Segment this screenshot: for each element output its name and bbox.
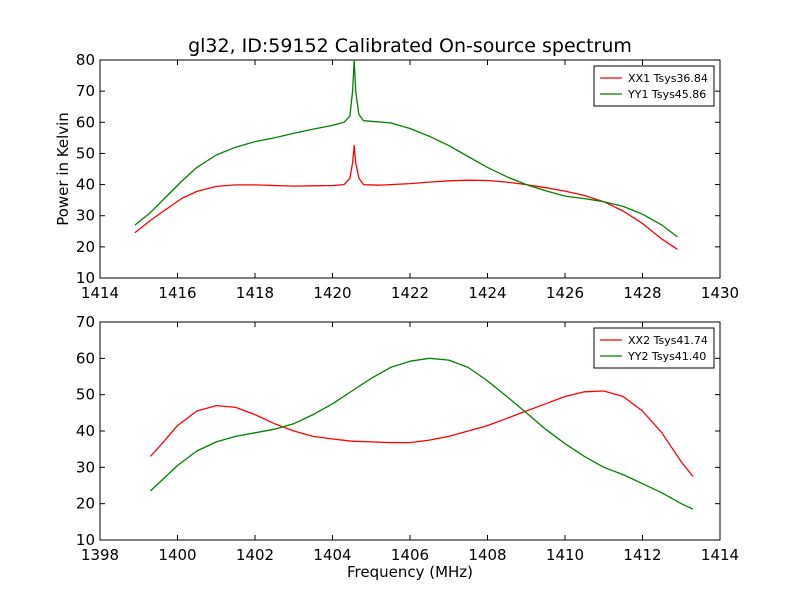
x-tick-label: 1428 xyxy=(623,284,661,302)
y-tick-label: 60 xyxy=(76,349,95,367)
legend-box xyxy=(593,65,715,107)
y-tick-label: 70 xyxy=(76,82,95,100)
y-tick-label: 40 xyxy=(76,422,95,440)
x-tick-label: 1430 xyxy=(701,284,739,302)
legend-box xyxy=(593,327,715,369)
series-line-xx2 xyxy=(149,390,694,477)
legend-label: YY2 Tsys41.40 xyxy=(627,350,706,363)
x-tick-label: 1404 xyxy=(313,546,351,564)
y-tick-label: 40 xyxy=(76,176,95,194)
x-tick-label: 1418 xyxy=(236,284,274,302)
legend-label: XX2 Tsys41.74 xyxy=(628,334,708,347)
x-tick-label: 1424 xyxy=(468,284,506,302)
y-tick-label: 60 xyxy=(76,113,95,131)
y-tick-label: 30 xyxy=(76,207,95,225)
series-line-xx1 xyxy=(134,144,678,250)
legend-label: YY1 Tsys45.86 xyxy=(627,88,706,101)
x-axis-label-bottom: Frequency (MHz) xyxy=(347,563,473,581)
y-tick-label: 50 xyxy=(76,386,95,404)
x-tick-label: 1402 xyxy=(236,546,274,564)
y-axis-label-top: Power in Kelvin xyxy=(54,112,72,226)
y-tick-label: 50 xyxy=(76,144,95,162)
bottom-plot-panel: 1398 1400 1402 1404 1406 1408 1410 1412 1414 10 20… xyxy=(76,313,739,564)
x-tick-label: 1416 xyxy=(158,284,196,302)
x-tick-label: 1414 xyxy=(701,546,739,564)
x-tick-label: 1400 xyxy=(158,546,196,564)
series-line-yy1 xyxy=(134,59,678,238)
x-tick-label: 1408 xyxy=(468,546,506,564)
y-tick-label: 20 xyxy=(76,238,95,256)
x-tick-label: 1422 xyxy=(391,284,429,302)
chart-title: gl32, ID:59152 Calibrated On-source spec… xyxy=(188,35,632,57)
y-tick-label: 30 xyxy=(76,458,95,476)
x-tick-label: 1398 xyxy=(81,546,119,564)
y-tick-label: 10 xyxy=(76,269,95,287)
y-tick-label: 20 xyxy=(76,495,95,513)
series-line-yy2 xyxy=(149,357,694,510)
y-tick-label: 70 xyxy=(76,313,95,331)
x-tick-label: 1426 xyxy=(546,284,584,302)
y-tick-label: 10 xyxy=(76,531,95,549)
y-tick-label: 80 xyxy=(76,51,95,69)
x-tick-label: 1414 xyxy=(81,284,119,302)
x-tick-label: 1420 xyxy=(313,284,351,302)
legend-label: XX1 Tsys36.84 xyxy=(628,72,708,85)
x-tick-label: 1406 xyxy=(391,546,429,564)
top-plot-panel: 1414 1416 1418 1420 1422 1424 1426 1428 1430 10 20… xyxy=(76,51,739,302)
x-tick-label: 1412 xyxy=(623,546,661,564)
x-tick-label: 1410 xyxy=(546,546,584,564)
